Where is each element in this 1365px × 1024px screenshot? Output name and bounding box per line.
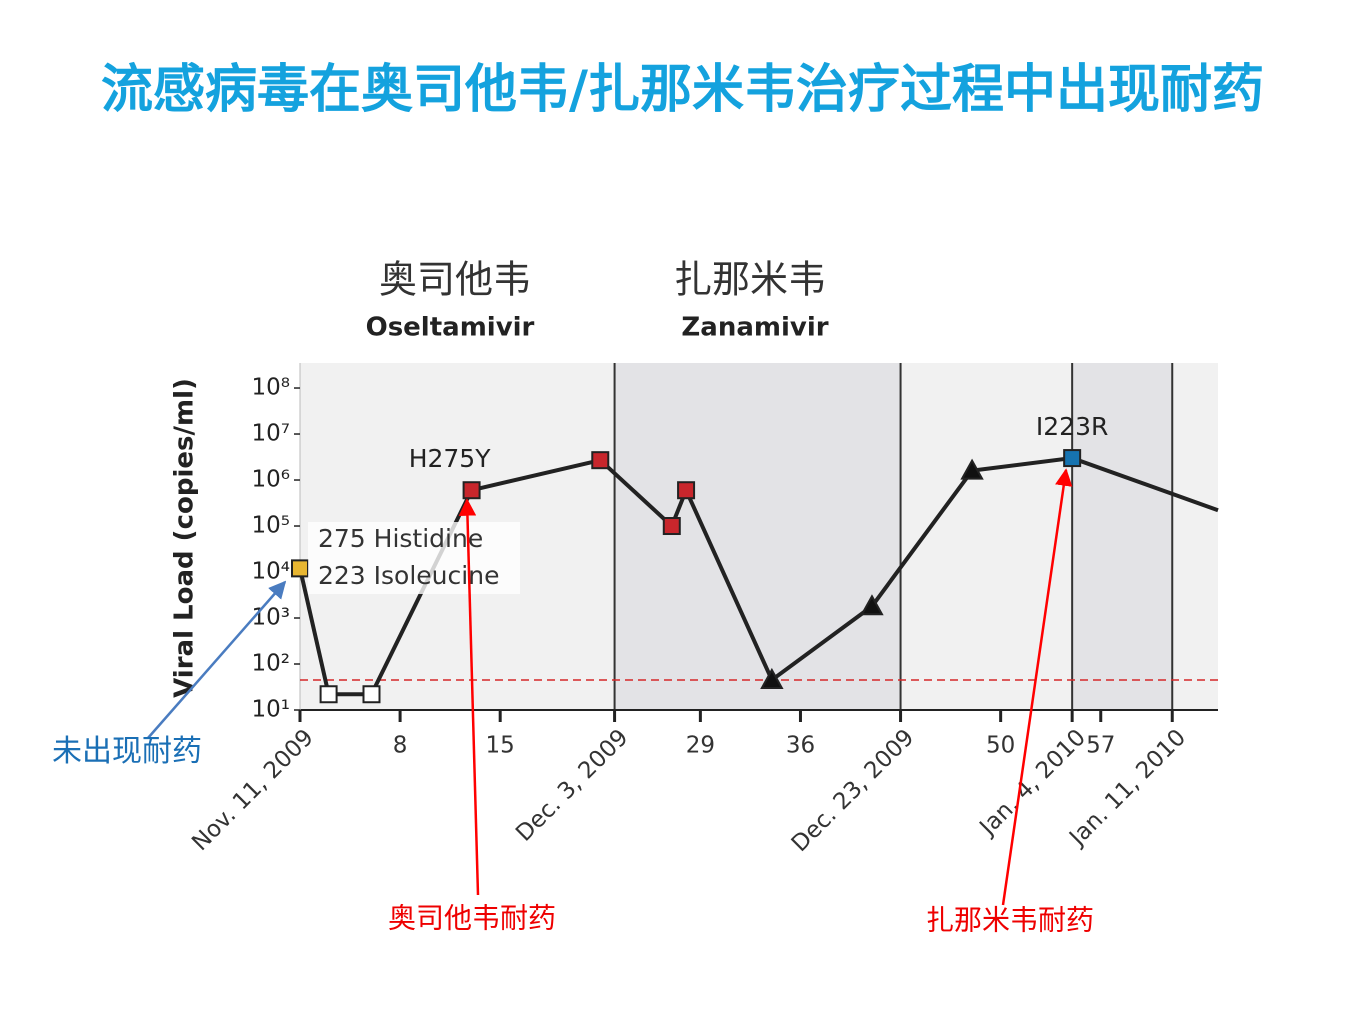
phase-drug: Oseltamivir — [366, 313, 535, 343]
x-tick-label: 50 — [986, 733, 1015, 759]
point-marker — [319, 685, 338, 704]
callout-arrow — [147, 580, 287, 739]
callout: 未出现耐药 — [52, 734, 202, 769]
point-marker — [860, 594, 884, 616]
callout-arrow — [1001, 468, 1073, 906]
x-tick-label: 57 — [1086, 733, 1115, 759]
phase-band — [1072, 363, 1173, 710]
point-marker — [662, 517, 681, 536]
x-tick-label: 8 — [393, 733, 408, 759]
point-marker — [462, 481, 481, 500]
x-tick-label: 15 — [486, 733, 515, 759]
y-tick-label: 10² — [252, 651, 291, 677]
point-marker — [362, 685, 381, 704]
x-tick-label: 36 — [786, 733, 815, 759]
point-label: H275Y — [409, 444, 492, 473]
point-marker — [291, 559, 309, 578]
phase-band — [614, 363, 901, 710]
y-tick-label: 10³ — [252, 605, 291, 631]
callout: 扎那米韦耐药 — [926, 904, 1094, 937]
callout: 奥司他韦耐药 — [388, 902, 556, 935]
x-tick-label: Nov. 11, 2009 — [187, 724, 319, 856]
note-box — [308, 522, 520, 594]
y-tick-label: 10⁸ — [252, 375, 291, 401]
y-axis-label: Viral Load (copies/ml) — [170, 378, 200, 698]
phase-name: 扎那米韦 — [674, 258, 826, 302]
y-tick-label: 10⁶ — [252, 467, 291, 493]
y-tick-label: 10⁴ — [252, 559, 291, 585]
x-tick-label: Dec. 3, 2009 — [511, 724, 633, 846]
y-tick-label: 10⁷ — [252, 421, 291, 447]
callout-arrow — [458, 498, 480, 896]
slide-title: 流感病毒在奥司他韦/扎那米韦治疗过程中出现耐药 — [101, 60, 1264, 120]
point-label: I223R — [1036, 412, 1108, 441]
phase-name: 奥司他韦 — [379, 258, 531, 302]
x-tick-label: 29 — [686, 733, 715, 759]
note-line: 223 Isoleucine — [318, 561, 499, 590]
note-line: 275 Histidine — [318, 524, 483, 553]
y-tick-label: 10¹ — [252, 697, 291, 723]
point-marker — [591, 451, 610, 470]
y-tick-label: 10⁵ — [252, 513, 291, 539]
plot: H275Y I223R — [291, 412, 1219, 704]
point-marker — [960, 458, 984, 480]
point-marker — [1063, 449, 1082, 468]
point-marker — [677, 481, 696, 500]
phase-drug: Zanamivir — [681, 313, 828, 343]
point-marker — [760, 667, 784, 689]
